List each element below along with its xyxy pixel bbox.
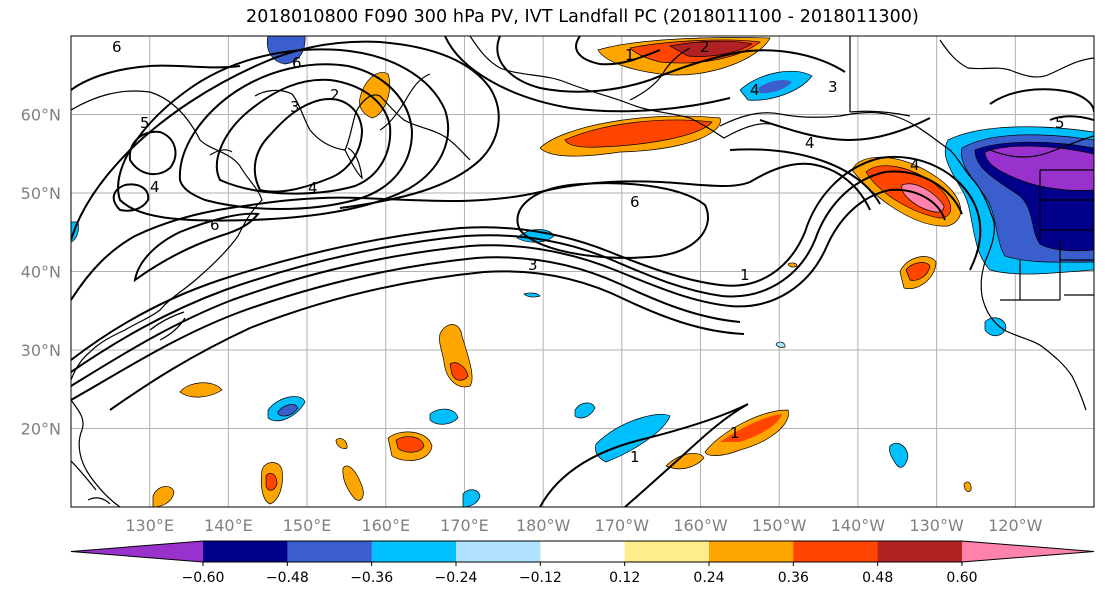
positive-anomaly	[564, 119, 713, 148]
colorbar-tick-label: −0.24	[435, 570, 478, 586]
contour-label: 6	[210, 216, 220, 234]
positive-anomaly	[665, 452, 705, 470]
colorbar-tick-label: −0.48	[266, 570, 309, 586]
negative-anomaly	[775, 341, 786, 348]
positive-anomaly	[905, 262, 931, 281]
negative-anomaly	[574, 402, 596, 419]
colorbar-extend-min	[71, 541, 203, 562]
colorbar-tick-label: 0.24	[693, 570, 724, 586]
contour-label: 3	[290, 98, 300, 116]
negative-anomaly	[889, 442, 909, 468]
contour-label: 1	[730, 424, 740, 442]
negative-anomaly	[758, 80, 792, 94]
colorbar-tick-label: 0.60	[946, 570, 977, 586]
latitude-label: 50°N	[21, 184, 61, 203]
longitude-label: 160°E	[361, 516, 410, 535]
positive-anomaly	[335, 438, 348, 449]
colorbar-segment	[540, 541, 626, 562]
longitude-label: 140°W	[831, 516, 886, 535]
contour-label: 4	[150, 178, 160, 196]
colorbar-tick-label: −0.12	[519, 570, 562, 586]
contour-label: 1	[740, 266, 750, 284]
longitude-label: 170°W	[595, 516, 650, 535]
map-frame	[70, 35, 1095, 508]
longitude-label: 150°E	[283, 516, 332, 535]
positive-anomaly	[449, 362, 469, 381]
contour-labels: 6 6 5 4 6 3 2 4 6 3 1 4 3 1 2 4 5 4 1 1	[112, 38, 1065, 466]
colorbar-tick-label: −0.36	[350, 570, 393, 586]
latitude-labels: 20°N 30°N 40°N 50°N 60°N	[21, 106, 61, 439]
negative-anomaly	[277, 404, 299, 417]
colorbar-tick-label: 0.36	[778, 570, 809, 586]
positive-anomaly	[668, 40, 753, 57]
longitude-label: 170°E	[440, 516, 489, 535]
colorbar	[70, 540, 1095, 563]
longitude-label: 120°W	[988, 516, 1043, 535]
negative-anomaly	[523, 292, 541, 298]
colorbar-segment	[877, 541, 963, 562]
latitude-label: 40°N	[21, 263, 61, 282]
positive-anomaly	[395, 436, 425, 453]
contour-label: 5	[1055, 114, 1065, 132]
colorbar-tick-label: −0.60	[182, 570, 225, 586]
contour-label: 1	[625, 46, 635, 64]
colorbar-extend-max	[962, 541, 1094, 562]
latitude-label: 20°N	[21, 420, 61, 439]
colorbar-tick-labels: −0.60 −0.48 −0.36 −0.24 −0.12 0.12 0.24 0.36 0.4…	[182, 562, 978, 586]
contour-label: 4	[750, 81, 760, 99]
latitude-label: 30°N	[21, 341, 61, 360]
contour-label: 3	[828, 78, 838, 96]
longitude-label: 150°W	[752, 516, 807, 535]
contour-label: 4	[910, 156, 920, 174]
contour-label: 5	[140, 114, 150, 132]
longitude-label: 180°W	[516, 516, 571, 535]
positive-anomaly	[787, 262, 798, 268]
positive-anomaly	[963, 481, 972, 492]
longitude-labels: 130°E 140°E 150°E 160°E 170°E 180°W 170°W 160°W…	[125, 516, 1042, 535]
longitude-label: 130°W	[909, 516, 964, 535]
positive-anomaly	[342, 465, 364, 501]
contour-label: 6	[630, 193, 640, 211]
latitude-label: 60°N	[21, 106, 61, 125]
colorbar-segment	[203, 541, 288, 562]
colorbar-segment	[287, 541, 373, 562]
colorbar-tick-label: 0.48	[862, 570, 893, 586]
negative-anomaly	[984, 145, 1094, 191]
contour-label: 2	[330, 86, 340, 104]
map-title: 2018010800 F090 300 hPa PV, IVT Landfall…	[246, 7, 919, 27]
longitude-label: 130°E	[125, 516, 174, 535]
negative-anomaly	[984, 317, 1007, 337]
contour-label: 2	[700, 38, 710, 56]
longitude-label: 160°W	[673, 516, 728, 535]
contour-label: 4	[805, 134, 815, 152]
positive-anomaly	[720, 414, 782, 442]
colorbar-tick-label: 0.12	[609, 570, 640, 586]
pv-contours	[71, 36, 1094, 507]
contour-label: 3	[528, 256, 538, 274]
colorbar-segment	[793, 541, 879, 562]
colorbar-segment	[456, 541, 541, 562]
positive-anomaly	[179, 382, 223, 398]
contour-label: 6	[292, 54, 302, 72]
contour-label: 6	[112, 38, 122, 56]
colorbar-segment	[624, 541, 710, 562]
negative-anomaly	[429, 408, 459, 425]
colorbar-segment	[371, 541, 457, 562]
positive-anomaly	[265, 472, 278, 491]
colorbar-segment	[709, 541, 794, 562]
contour-label: 1	[630, 448, 640, 466]
longitude-label: 140°E	[204, 516, 253, 535]
contour-label: 4	[308, 179, 318, 197]
